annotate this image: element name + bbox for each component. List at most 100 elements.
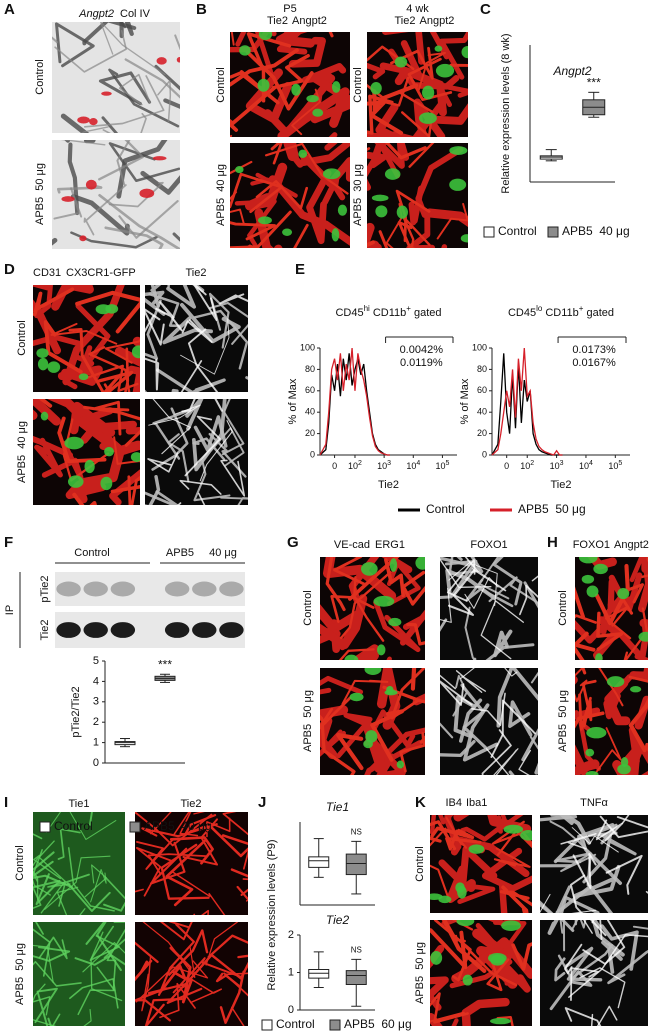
- vessel: [496, 1015, 514, 1026]
- vessel: [33, 860, 74, 889]
- group-label: Control: [74, 547, 109, 559]
- y-axis-label: % of Max: [459, 378, 471, 424]
- vessel: [34, 987, 58, 1026]
- cell: [388, 617, 402, 627]
- vessel: [436, 202, 468, 240]
- vessel: [406, 622, 425, 646]
- row-label: APB5 50 μg: [14, 943, 26, 1005]
- vessel: [83, 1008, 92, 1026]
- image-background: [540, 920, 648, 1026]
- cell: [456, 920, 475, 927]
- band: [219, 622, 244, 638]
- x-tick-label-base: 10: [608, 461, 618, 471]
- cell: [373, 595, 395, 607]
- legend-label: Control: [54, 819, 93, 833]
- micrograph: [135, 922, 248, 1026]
- y-tick-label: 20: [477, 428, 487, 438]
- vessel: [189, 978, 222, 1004]
- vessel: [99, 22, 166, 76]
- vessel: [519, 584, 538, 616]
- micrograph: [55, 572, 245, 606]
- vessel: [231, 1006, 245, 1026]
- cell: [638, 631, 648, 642]
- row-label: APB5 40 μg: [16, 421, 28, 483]
- vessel: [572, 864, 621, 898]
- vessel: [440, 557, 484, 574]
- vessel: [372, 83, 419, 113]
- vessel: [170, 870, 226, 915]
- vessel: [547, 920, 559, 935]
- vessel: [80, 126, 109, 133]
- stain-label: Angpt2: [420, 15, 455, 27]
- lane-label: pTie2: [39, 575, 51, 602]
- cell: [389, 558, 398, 572]
- vessel: [98, 71, 152, 106]
- y-tick-label: 3: [93, 696, 99, 708]
- legend-swatch: [547, 226, 559, 238]
- vessel: [559, 920, 566, 952]
- micrograph: [230, 32, 350, 137]
- vessel: [553, 835, 623, 885]
- vessel: [114, 346, 140, 367]
- vessel: [145, 315, 155, 333]
- vessel: [65, 873, 111, 912]
- cell: [77, 116, 90, 124]
- vessel: [192, 437, 226, 461]
- legend-label: APB5 60 μg: [344, 1017, 412, 1031]
- legend-swatch: [329, 1019, 341, 1031]
- vessel: [118, 73, 151, 106]
- band: [110, 581, 136, 597]
- vessel: [33, 435, 74, 459]
- vessel: [98, 140, 144, 181]
- x-tick-label-base: 10: [377, 461, 387, 471]
- micrograph: [367, 32, 468, 137]
- vessel: [440, 722, 454, 739]
- vessel: [113, 436, 140, 465]
- vessel: [177, 502, 182, 505]
- vessel: [582, 920, 626, 965]
- band: [219, 581, 244, 597]
- x-tick-label: 103: [550, 460, 564, 472]
- vessel: [496, 827, 532, 857]
- cell: [430, 950, 443, 965]
- vessel: [440, 559, 478, 599]
- vessel: [230, 191, 245, 224]
- stain-label: Col IV: [120, 8, 151, 20]
- vessel: [440, 674, 456, 690]
- vessel: [492, 557, 523, 606]
- vessel: [458, 938, 518, 987]
- vessel: [255, 180, 309, 210]
- band: [164, 581, 190, 597]
- panel-letter: J: [258, 794, 266, 811]
- row-label: APB5 50 μg: [414, 942, 426, 1004]
- x-tick-label-exponent: 3: [560, 460, 564, 467]
- vessel: [118, 200, 179, 239]
- vessel: [575, 614, 597, 624]
- legend-swatch: [129, 821, 141, 833]
- y-tick-label: 2: [93, 716, 99, 728]
- gate-percent: 0.0173%: [572, 344, 616, 356]
- y-tick-label: 60: [477, 385, 487, 395]
- cell: [298, 149, 308, 159]
- vessel: [127, 365, 140, 392]
- stain-label: Iba1: [466, 797, 487, 809]
- y-tick-label: 2: [288, 929, 294, 941]
- vessel: [540, 815, 578, 822]
- vessel: [460, 821, 508, 842]
- micrograph: [430, 920, 532, 1026]
- vessel: [554, 957, 566, 982]
- vessel: [33, 854, 62, 880]
- cell: [370, 82, 382, 95]
- chart-title-part: gated: [411, 307, 442, 319]
- vessel: [33, 960, 82, 987]
- cell: [257, 216, 272, 225]
- vessel: [207, 934, 248, 959]
- vessel: [165, 839, 206, 907]
- row-label: Control: [557, 590, 569, 625]
- y-axis-label: % of Max: [287, 378, 299, 424]
- vessel: [596, 611, 624, 651]
- cell: [85, 179, 97, 190]
- vessel: [108, 142, 180, 182]
- vessel: [47, 1017, 52, 1026]
- vessel: [471, 692, 506, 727]
